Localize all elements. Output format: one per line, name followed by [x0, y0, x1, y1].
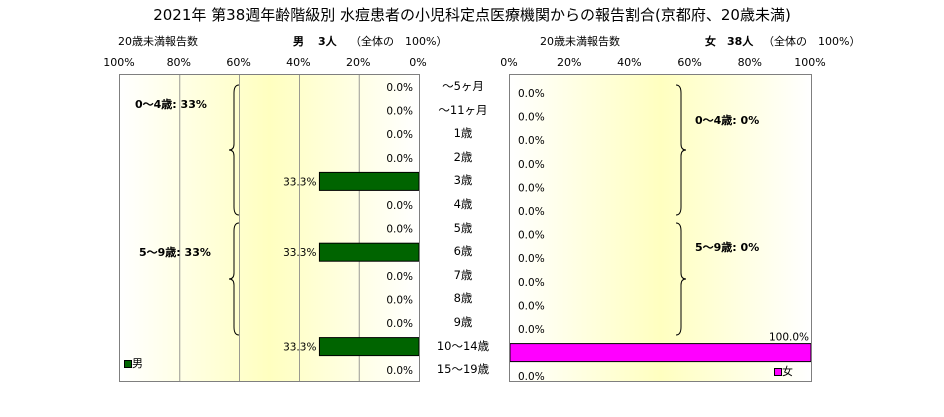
female-value-label: 0.0%	[518, 277, 545, 289]
right-plot-background	[510, 75, 811, 381]
male-value-label: 0.0%	[386, 365, 413, 377]
male-value-label: 33.3%	[283, 342, 316, 354]
right-tick-label: 40%	[617, 56, 642, 69]
female-value-label: 0.0%	[518, 112, 545, 124]
age-category-label: 1歳	[453, 126, 473, 141]
right-group-label-0-4: 0～4歳: 0%	[695, 114, 760, 127]
chart-title: 2021年 第38週年齢階級別 水痘患者の小児科定点医療機関からの報告割合(京都…	[153, 6, 791, 24]
female-value-label: 0.0%	[518, 371, 545, 382]
left-plot-area: 0.0% 0.0% 0.0% 0.0% 33.3% 0.0% 0.0% 33.3% 0.0% 0.…	[119, 74, 420, 382]
age-category-label: 8歳	[453, 291, 473, 306]
age-category-label: 9歳	[453, 315, 473, 329]
right-brace-5-9	[675, 222, 687, 336]
male-legend-swatch	[124, 360, 132, 368]
female-value-label: 0.0%	[518, 253, 545, 265]
female-value-label: 0.0%	[518, 135, 545, 147]
left-tick-label: 0%	[409, 56, 427, 69]
male-legend-label: 男	[132, 357, 143, 370]
age-category-label: 4歳	[453, 197, 473, 211]
age-category-label: 10～14歳	[436, 338, 490, 353]
age-category-label: 6歳	[453, 244, 473, 259]
left-legend: 男	[124, 355, 143, 371]
female-value-label: 0.0%	[518, 230, 545, 242]
right-axis-title: 20歳未満報告数	[540, 35, 620, 48]
left-tick-label: 80%	[166, 56, 192, 69]
female-legend-label: 女	[782, 365, 793, 378]
age-category-label: 3歳	[453, 173, 473, 188]
age-category-label: 7歳	[453, 267, 473, 282]
female-value-label: 100.0%	[769, 332, 809, 344]
left-group-label-0-4: 0～4歳: 33%	[135, 98, 207, 111]
left-tick-label: 100%	[103, 56, 135, 69]
left-count-label: 3人	[318, 35, 337, 48]
male-value-label: 33.3%	[283, 247, 316, 259]
right-count-label: 38人	[727, 35, 754, 48]
age-category-label: ～5ヶ月	[442, 79, 484, 93]
female-value-label: 0.0%	[518, 324, 545, 336]
female-bar	[510, 343, 811, 363]
age-category-label: 2歳	[453, 149, 473, 164]
right-tick-label: 80%	[737, 56, 763, 69]
right-tick-label: 100%	[794, 56, 826, 69]
male-bar	[318, 171, 419, 191]
left-brace-5-9	[228, 222, 240, 336]
male-value-label: 0.0%	[386, 224, 413, 236]
male-value-label: 0.0%	[386, 129, 413, 141]
female-value-label: 0.0%	[518, 88, 545, 100]
right-tick-label: 0%	[500, 56, 518, 69]
male-value-label: 0.0%	[386, 106, 413, 118]
male-value-label: 0.0%	[386, 318, 413, 330]
female-value-label: 0.0%	[518, 206, 545, 218]
left-pct-label: （全体の 100%）	[350, 35, 448, 48]
right-group-label-5-9: 5～9歳: 0%	[695, 241, 760, 254]
male-value-label: 0.0%	[386, 82, 413, 94]
female-value-label: 0.0%	[518, 159, 545, 171]
left-axis-title: 20歳未満報告数	[118, 35, 198, 48]
left-plot-background	[120, 75, 419, 381]
left-tick-label: 60%	[226, 56, 251, 69]
right-brace-0-4	[675, 84, 687, 216]
female-value-label: 0.0%	[518, 300, 545, 312]
male-value-label: 33.3%	[283, 176, 316, 188]
right-sex-label: 女	[705, 35, 716, 48]
left-group-label-5-9: 5～9歳: 33%	[139, 246, 211, 259]
left-brace-0-4	[228, 84, 240, 216]
right-tick-label: 20%	[556, 56, 582, 69]
left-sex-label: 男	[293, 35, 304, 48]
age-category-label: 5歳	[453, 220, 473, 235]
female-legend-swatch	[774, 368, 782, 376]
female-value-label: 0.0%	[518, 182, 545, 194]
male-value-label: 0.0%	[386, 294, 413, 306]
male-bar	[318, 337, 419, 357]
right-tick-label: 60%	[677, 56, 702, 69]
male-value-label: 0.0%	[386, 271, 413, 283]
male-value-label: 0.0%	[386, 153, 413, 165]
left-tick-label: 40%	[286, 56, 311, 69]
male-bar	[318, 242, 419, 262]
male-value-label: 0.0%	[386, 200, 413, 212]
right-legend: 女	[774, 363, 793, 379]
right-pct-label: （全体の 100%）	[763, 35, 861, 48]
age-category-label: 15～19歳	[436, 362, 490, 377]
left-tick-label: 20%	[345, 56, 371, 69]
right-plot-area: 0.0% 0.0% 0.0% 0.0% 0.0% 0.0% 0.0% 0.0% 0.0% 0.0%…	[509, 74, 812, 382]
age-category-label: ～11ヶ月	[438, 102, 488, 117]
